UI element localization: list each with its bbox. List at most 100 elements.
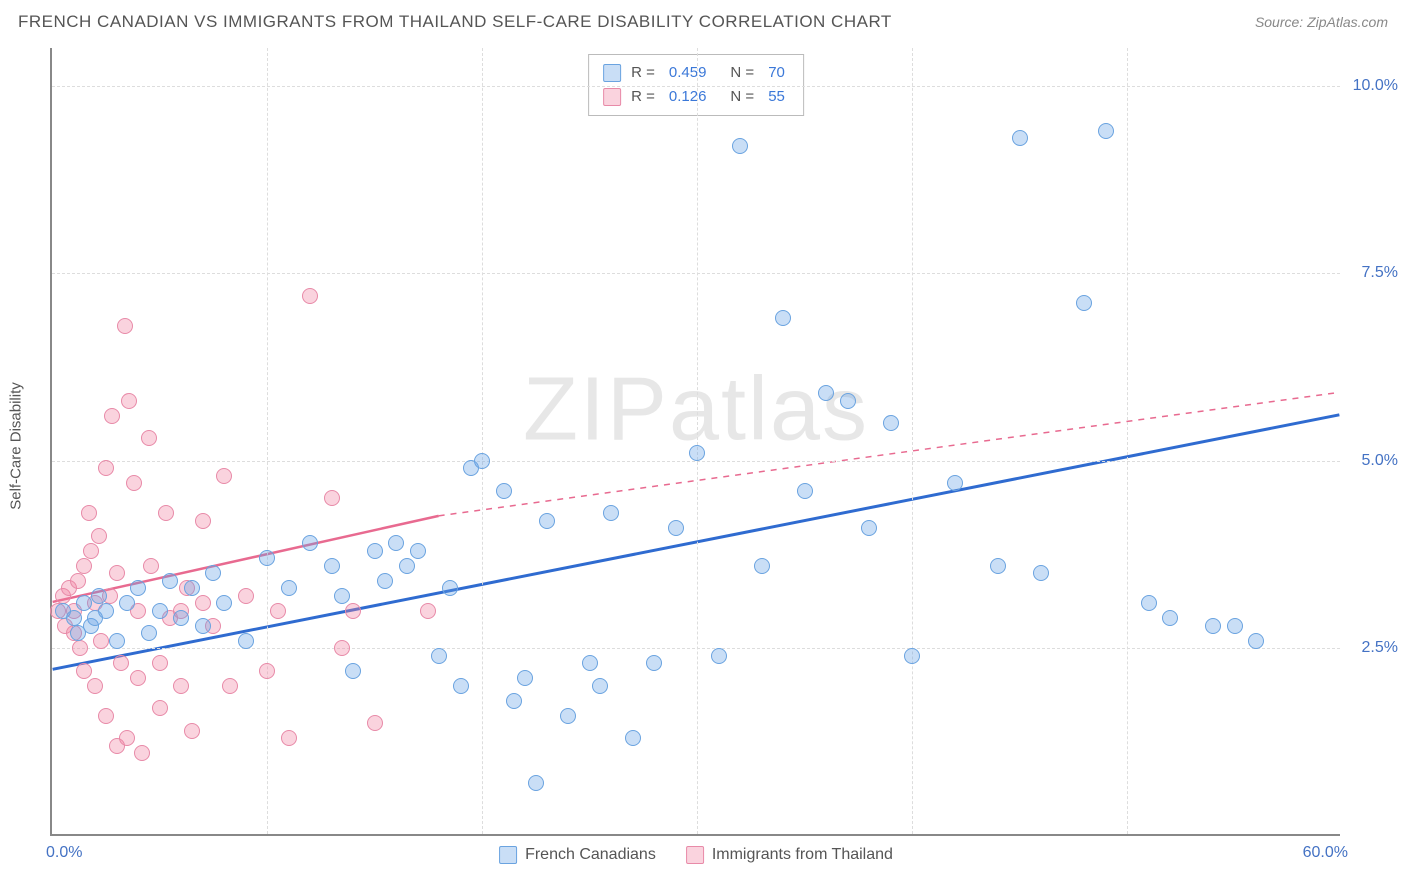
data-point	[1098, 123, 1114, 139]
legend-bottom-item: French Canadians	[499, 846, 656, 864]
data-point	[70, 573, 86, 589]
data-point	[173, 610, 189, 626]
data-point	[222, 678, 238, 694]
data-point	[1205, 618, 1221, 634]
data-point	[238, 633, 254, 649]
data-point	[463, 460, 479, 476]
data-point	[130, 580, 146, 596]
data-point	[121, 393, 137, 409]
data-point	[1227, 618, 1243, 634]
data-point	[1141, 595, 1157, 611]
data-point	[91, 588, 107, 604]
data-point	[625, 730, 641, 746]
data-point	[87, 678, 103, 694]
gridline-v	[482, 48, 483, 834]
data-point	[334, 588, 350, 604]
data-point	[119, 730, 135, 746]
legend-swatch	[499, 846, 517, 864]
data-point	[668, 520, 684, 536]
data-point	[195, 618, 211, 634]
data-point	[775, 310, 791, 326]
legend-swatch	[603, 88, 621, 106]
data-point	[528, 775, 544, 791]
data-point	[367, 543, 383, 559]
data-point	[238, 588, 254, 604]
data-point	[442, 580, 458, 596]
gridline-v	[267, 48, 268, 834]
data-point	[216, 468, 232, 484]
data-point	[152, 655, 168, 671]
legend-swatch	[603, 64, 621, 82]
x-axis-max-label: 60.0%	[1303, 844, 1348, 862]
data-point	[98, 460, 114, 476]
data-point	[93, 633, 109, 649]
data-point	[141, 625, 157, 641]
data-point	[104, 408, 120, 424]
data-point	[818, 385, 834, 401]
legend-bottom: French Canadians Immigrants from Thailand	[499, 846, 893, 864]
gridline-h	[52, 86, 1340, 87]
y-axis-title: Self-Care Disability	[8, 382, 25, 510]
data-point	[797, 483, 813, 499]
gridline-v	[697, 48, 698, 834]
data-point	[81, 505, 97, 521]
data-point	[216, 595, 232, 611]
y-tick-label: 2.5%	[1362, 639, 1398, 657]
data-point	[754, 558, 770, 574]
data-point	[98, 708, 114, 724]
chart-title: FRENCH CANADIAN VS IMMIGRANTS FROM THAIL…	[18, 12, 892, 32]
data-point	[83, 543, 99, 559]
y-tick-label: 5.0%	[1362, 452, 1398, 470]
legend-top-row: R =0.126N =55	[603, 85, 789, 109]
data-point	[345, 603, 361, 619]
data-point	[496, 483, 512, 499]
data-point	[1033, 565, 1049, 581]
data-point	[113, 655, 129, 671]
data-point	[711, 648, 727, 664]
data-point	[883, 415, 899, 431]
data-point	[861, 520, 877, 536]
data-point	[134, 745, 150, 761]
legend-bottom-item: Immigrants from Thailand	[686, 846, 893, 864]
data-point	[259, 550, 275, 566]
y-tick-label: 7.5%	[1362, 264, 1398, 282]
data-point	[109, 565, 125, 581]
data-point	[377, 573, 393, 589]
data-point	[72, 640, 88, 656]
data-point	[689, 445, 705, 461]
data-point	[126, 475, 142, 491]
data-point	[560, 708, 576, 724]
data-point	[195, 513, 211, 529]
data-point	[152, 700, 168, 716]
source-attribution: Source: ZipAtlas.com	[1255, 14, 1388, 30]
data-point	[109, 633, 125, 649]
data-point	[184, 723, 200, 739]
data-point	[76, 595, 92, 611]
data-point	[152, 603, 168, 619]
data-point	[453, 678, 469, 694]
data-point	[517, 670, 533, 686]
data-point	[76, 663, 92, 679]
data-point	[270, 603, 286, 619]
data-point	[143, 558, 159, 574]
data-point	[410, 543, 426, 559]
data-point	[603, 505, 619, 521]
data-point	[141, 430, 157, 446]
data-point	[76, 558, 92, 574]
y-tick-label: 10.0%	[1353, 77, 1398, 95]
data-point	[302, 535, 318, 551]
data-point	[98, 603, 114, 619]
data-point	[205, 565, 221, 581]
data-point	[195, 595, 211, 611]
data-point	[1076, 295, 1092, 311]
data-point	[1162, 610, 1178, 626]
data-point	[281, 730, 297, 746]
data-point	[66, 610, 82, 626]
data-point	[420, 603, 436, 619]
gridline-h	[52, 273, 1340, 274]
data-point	[324, 490, 340, 506]
gridline-v	[1127, 48, 1128, 834]
data-point	[646, 655, 662, 671]
x-axis-min-label: 0.0%	[46, 844, 82, 862]
data-point	[184, 580, 200, 596]
